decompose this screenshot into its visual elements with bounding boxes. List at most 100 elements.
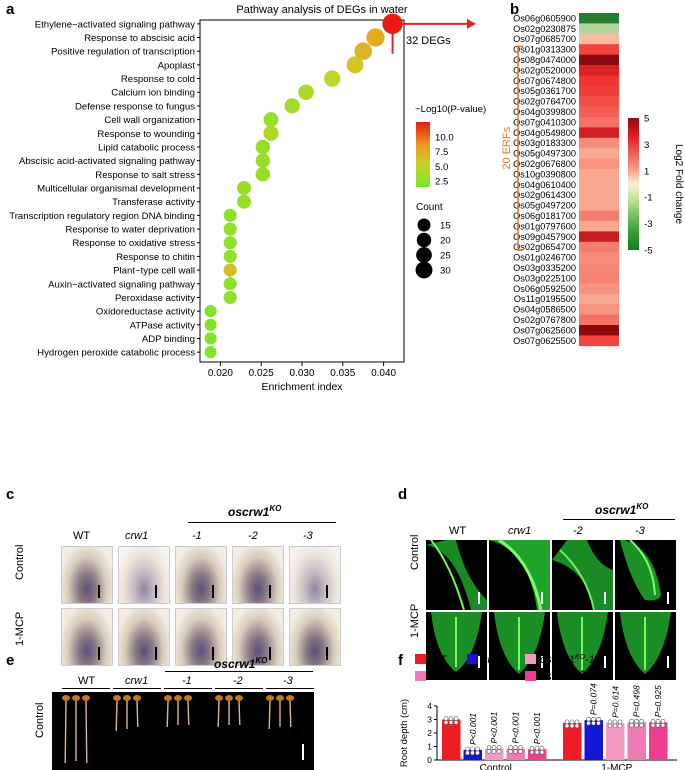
term-bubble: [223, 277, 237, 291]
panel-label-d: d: [398, 486, 408, 503]
data-point: [639, 718, 644, 724]
annotation-arrowhead: [467, 18, 476, 29]
color-legend-tick: 10.0: [435, 132, 454, 143]
data-point: [586, 720, 591, 726]
bar: [528, 749, 547, 760]
data-point: [513, 745, 518, 750]
heatmap-cell: [579, 75, 619, 87]
term-bubble: [354, 42, 373, 61]
colorbar-tick: -1: [644, 193, 653, 204]
term-bubble: [255, 167, 271, 182]
genotype-e-ko2: -2: [233, 675, 243, 687]
y-tick-label: 4: [427, 701, 432, 711]
stain-image: [175, 608, 227, 666]
gene-label: Os02g0676800: [513, 159, 576, 169]
seedling-root: [166, 700, 169, 728]
data-point: [453, 720, 459, 725]
data-point: [591, 720, 596, 726]
term-label: Peroxidase activity: [115, 293, 195, 304]
seed: [133, 695, 141, 701]
term-label: Response to salt stress: [95, 170, 195, 181]
stain-image: [61, 546, 113, 604]
heatmap-cell: [579, 106, 619, 118]
term-label: Apoplast: [158, 60, 196, 71]
gfp-image: [552, 612, 613, 680]
heatmap-cell: [579, 283, 619, 295]
stain-image: [118, 546, 170, 604]
data-point: [486, 749, 492, 754]
heatmap-cell: [579, 148, 619, 159]
row-label-c-1mcp: 1-MCP: [14, 611, 26, 646]
row-label-e-control: Control: [34, 702, 46, 738]
gene-label: Os07g0674800: [513, 76, 576, 86]
data-point: [586, 716, 591, 722]
gene-label: Os08g0474000: [513, 55, 576, 65]
term-bubble: [223, 222, 237, 236]
term-label: Response to abscisic acid: [84, 33, 195, 44]
genotype-c-ko2: -2: [248, 530, 258, 542]
x-tick-label: 0.040: [371, 368, 396, 379]
plot-frame: [199, 19, 405, 363]
panel-c: oscrw1KO WT crw1 -1 -2 -3 Control 1-MCP: [0, 500, 390, 666]
legend-swatch: [525, 671, 536, 681]
heatmap-cell: [579, 293, 619, 305]
bar: [627, 722, 646, 760]
term-bubble: [223, 236, 237, 250]
heatmap-cell: [579, 252, 619, 263]
heatmap-cell: [579, 96, 619, 107]
scale-bar: [302, 744, 304, 760]
gfp-image: [552, 540, 613, 610]
data-point: [448, 716, 454, 721]
group-label: Control: [480, 763, 512, 770]
seedling-root: [85, 700, 88, 764]
gene-label: Os07g0685700: [513, 34, 576, 44]
seedling-root: [64, 700, 67, 764]
annotation-label: 32 DEGs: [406, 35, 451, 47]
size-legend-label: 30: [440, 266, 451, 277]
data-point: [443, 716, 449, 721]
pvalue-label: P=0.074: [589, 683, 599, 715]
panel-label-e: e: [6, 652, 15, 669]
term-label: Response to cold: [121, 74, 195, 85]
heatmap-cell: [579, 241, 619, 253]
gfp-image: [489, 540, 550, 610]
data-point: [470, 750, 475, 756]
data-point: [465, 750, 470, 756]
term-bubble: [263, 125, 279, 141]
seedling-root: [217, 700, 220, 728]
gene-label: Os04g0549800: [513, 128, 576, 138]
data-point: [629, 718, 634, 724]
term-bubble: [223, 290, 237, 305]
data-point: [617, 719, 623, 725]
gene-label: Os04g0610400: [513, 180, 576, 190]
data-point: [491, 745, 497, 750]
gene-label: Os02g0654700: [513, 242, 576, 252]
term-label: Oxidoreductase activity: [96, 307, 195, 318]
ko-header-c: oscrw1KO: [228, 504, 282, 519]
seedling-root: [238, 700, 241, 726]
gene-label: Os02g0520000: [513, 65, 576, 75]
term-label: Auxin−activated signaling pathway: [48, 279, 195, 290]
data-point: [650, 718, 656, 724]
term-bubble: [204, 332, 217, 345]
heatmap-cell: [579, 85, 619, 97]
seed: [276, 695, 284, 701]
panel-label-b: b: [510, 1, 520, 18]
heatmap-cell: [579, 169, 619, 180]
data-point: [529, 749, 535, 755]
gfp-image: [615, 612, 676, 680]
seed: [286, 695, 294, 701]
legend-swatch: [525, 654, 536, 664]
data-point: [534, 749, 540, 755]
genotype-c-crw1: crw1: [125, 530, 149, 542]
size-legend-dot: [416, 232, 432, 248]
heatmap-cell: [579, 179, 619, 191]
seedling-root: [268, 700, 271, 730]
genotype-d-ko3: -3: [635, 525, 645, 537]
heatmap-cell: [579, 231, 619, 243]
data-point: [655, 722, 661, 728]
data-point: [486, 745, 492, 750]
erf-bracket-label: 20 ERFs: [501, 126, 513, 169]
data-point: [534, 745, 540, 751]
seed: [62, 695, 70, 701]
